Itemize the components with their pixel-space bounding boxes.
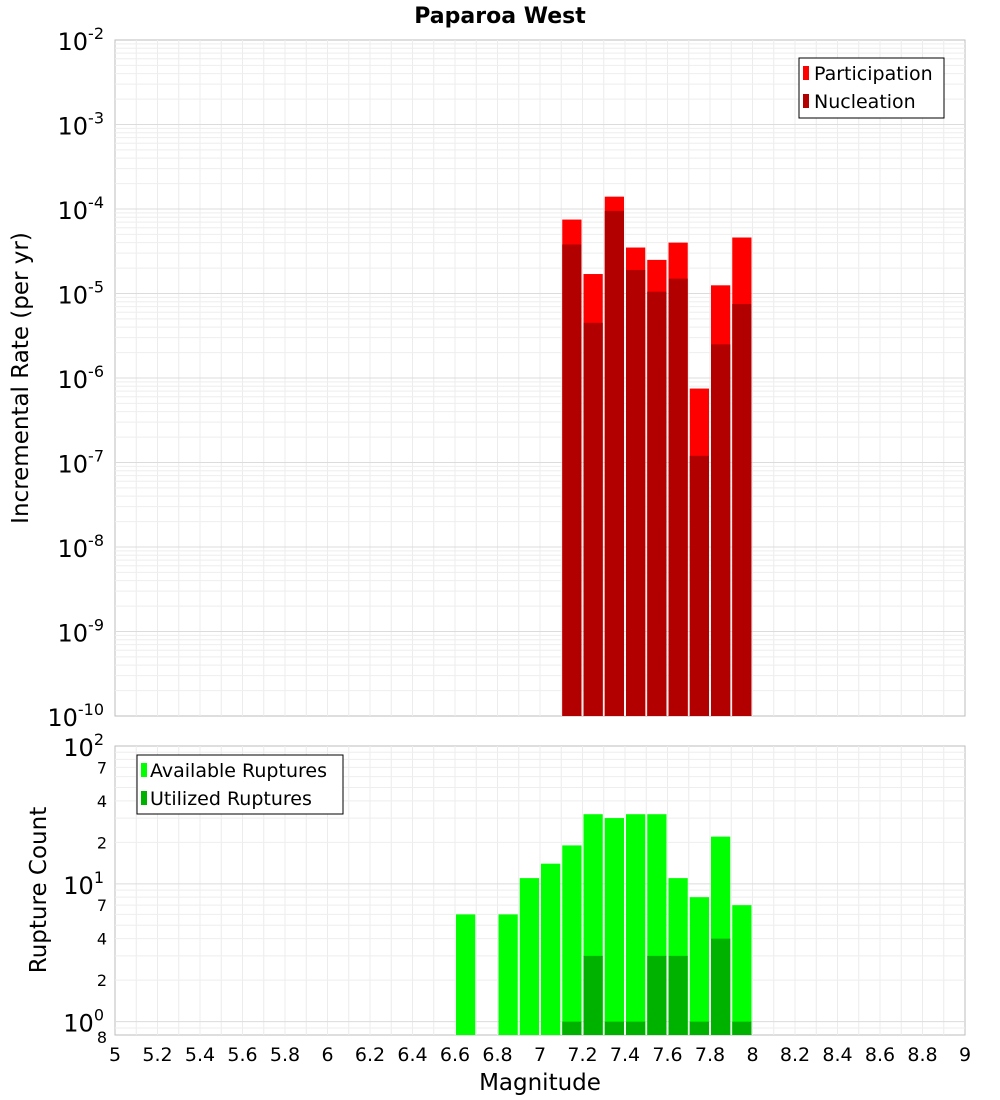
count-gridlines bbox=[115, 746, 965, 1035]
s1-bar-nucleation bbox=[711, 344, 731, 716]
s1-bar-utilized-ruptures bbox=[689, 1021, 709, 1035]
count-y-tick-label: 7 bbox=[97, 758, 107, 777]
rate-legend-box bbox=[798, 57, 945, 119]
count-y-tick-label: 4 bbox=[97, 930, 107, 949]
s1-bar-utilized-ruptures bbox=[604, 1021, 624, 1035]
rate-bars bbox=[562, 196, 752, 717]
count-y-tick-label: 4 bbox=[97, 792, 107, 811]
x-tick-label: 8.6 bbox=[865, 1044, 895, 1066]
count-y-tick-label: 8 bbox=[97, 1028, 107, 1047]
s1-bar-utilized-ruptures bbox=[583, 955, 603, 1035]
count-y-tick-label: 102 bbox=[63, 730, 104, 762]
s1-bar-utilized-ruptures bbox=[711, 938, 731, 1035]
s1-bar-nucleation bbox=[604, 210, 624, 716]
rate-y-tick-label: 10-8 bbox=[58, 531, 105, 563]
utilized-legend-swatch bbox=[141, 791, 147, 805]
s1-bar-utilized-ruptures bbox=[732, 1021, 752, 1035]
rate-y-axis-label: Incremental Rate (per yr) bbox=[8, 232, 34, 524]
x-tick-label: 7 bbox=[534, 1044, 546, 1066]
s1-bar-utilized-ruptures bbox=[647, 955, 667, 1035]
utilized-legend-label: Utilized Ruptures bbox=[150, 788, 312, 810]
available-legend-swatch bbox=[141, 763, 147, 777]
x-tick-label: 5.2 bbox=[142, 1044, 172, 1066]
s0-bar-available-ruptures bbox=[626, 814, 646, 1035]
rate-y-tick-label: 10-2 bbox=[58, 24, 105, 56]
count-y-tick-label: 101 bbox=[63, 868, 104, 900]
x-tick-label: 5 bbox=[109, 1044, 121, 1066]
x-tick-labels: 5 5.2 5.4 5.6 5.8 6 6.2 6.4 6.6 6.8 7 7.2 7.4 7.6 7.8 8… bbox=[109, 1044, 971, 1066]
s1-bar-nucleation bbox=[626, 269, 646, 716]
count-legend-box bbox=[136, 754, 344, 815]
s1-bar-nucleation bbox=[668, 278, 688, 716]
s1-bar-utilized-ruptures bbox=[668, 955, 688, 1035]
x-axis-label: Magnitude bbox=[479, 1070, 601, 1096]
rate-y-tick-label: 10-10 bbox=[47, 700, 104, 732]
x-tick-label: 6.2 bbox=[355, 1044, 385, 1066]
s1-bar-nucleation bbox=[689, 455, 709, 716]
s0-bar-available-ruptures bbox=[732, 905, 752, 1035]
s1-bar-nucleation bbox=[583, 322, 603, 716]
rate-y-tick-label: 10-4 bbox=[58, 193, 105, 225]
rate-y-tick-label: 10-7 bbox=[58, 447, 105, 479]
s0-bar-available-ruptures bbox=[519, 878, 539, 1035]
count-legend: Available Ruptures Utilized Ruptures bbox=[136, 754, 344, 815]
rate-y-tick-label: 10-3 bbox=[58, 109, 105, 141]
x-tick-label: 7.4 bbox=[610, 1044, 640, 1066]
x-tick-label: 7.6 bbox=[652, 1044, 682, 1066]
available-legend-label: Available Ruptures bbox=[150, 760, 327, 782]
nucleation-legend-swatch bbox=[803, 94, 809, 108]
rate-y-tick-label: 10-6 bbox=[58, 362, 105, 394]
x-tick-label: 6.6 bbox=[440, 1044, 470, 1066]
rate-y-ticks: 10-10 10-9 10-8 10-7 10-6 10-5 10-4 10-3 10-2 bbox=[47, 24, 104, 732]
s0-bar-available-ruptures bbox=[498, 914, 518, 1035]
s1-bar-nucleation bbox=[562, 244, 582, 716]
x-tick-label: 8.4 bbox=[822, 1044, 852, 1066]
x-tick-label: 5.6 bbox=[227, 1044, 257, 1066]
x-tick-label: 8.8 bbox=[907, 1044, 937, 1066]
x-tick-label: 5.8 bbox=[270, 1044, 300, 1066]
participation-legend-swatch bbox=[803, 66, 809, 80]
s0-bar-available-ruptures bbox=[604, 818, 624, 1035]
x-tick-label: 8 bbox=[746, 1044, 758, 1066]
s0-bar-available-ruptures bbox=[689, 897, 709, 1035]
x-tick-label: 6.8 bbox=[482, 1044, 512, 1066]
s1-bar-utilized-ruptures bbox=[562, 1021, 582, 1035]
rate-legend: Participation Nucleation bbox=[798, 57, 945, 119]
s1-bar-utilized-ruptures bbox=[626, 1021, 646, 1035]
x-tick-label: 6.4 bbox=[397, 1044, 427, 1066]
x-tick-label: 7.8 bbox=[695, 1044, 725, 1066]
count-y-axis-label: Rupture Count bbox=[26, 807, 52, 973]
count-y-tick-label: 100 bbox=[63, 1006, 104, 1038]
x-tick-label: 7.2 bbox=[567, 1044, 597, 1066]
count-y-tick-label: 7 bbox=[97, 896, 107, 915]
s1-bar-nucleation bbox=[732, 304, 752, 716]
rate-gridlines bbox=[115, 40, 965, 716]
count-y-tick-label: 2 bbox=[97, 833, 107, 852]
x-tick-label: 5.4 bbox=[185, 1044, 215, 1066]
s1-bar-nucleation bbox=[647, 291, 667, 716]
participation-legend-label: Participation bbox=[814, 63, 933, 85]
x-tick-label: 6 bbox=[321, 1044, 333, 1066]
rate-y-tick-label: 10-5 bbox=[58, 278, 105, 310]
rate-y-tick-label: 10-9 bbox=[58, 616, 105, 648]
count-bars bbox=[456, 814, 752, 1035]
x-tick-label: 9 bbox=[959, 1044, 971, 1066]
nucleation-legend-label: Nucleation bbox=[814, 91, 916, 113]
rate-panel: 10-10 10-9 10-8 10-7 10-6 10-5 10-4 10-3 10-2 In… bbox=[8, 24, 966, 732]
s0-bar-available-ruptures bbox=[456, 914, 476, 1035]
s0-bar-available-ruptures bbox=[562, 845, 582, 1035]
count-y-tick-label: 2 bbox=[97, 971, 107, 990]
x-tick-label: 8.2 bbox=[780, 1044, 810, 1066]
s0-bar-available-ruptures bbox=[541, 863, 561, 1035]
chart-title: Paparoa West bbox=[414, 4, 586, 29]
